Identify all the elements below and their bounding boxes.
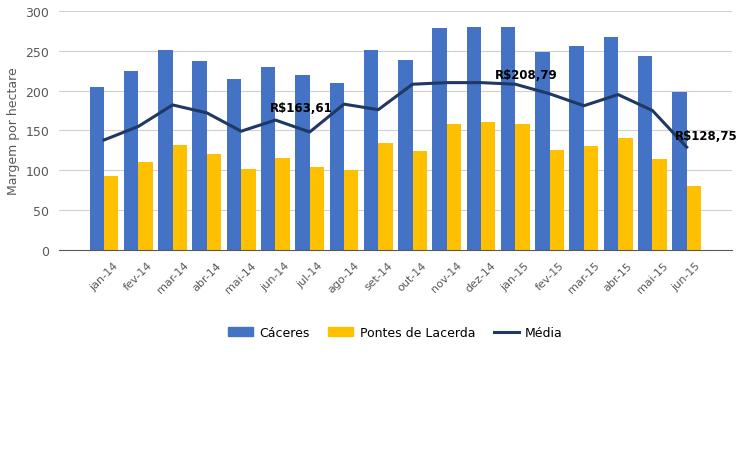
Bar [535,52,550,250]
Bar [241,169,256,250]
Bar [672,93,687,250]
Bar [378,144,393,250]
Bar [227,79,241,250]
Legend: Cáceres, Pontes de Lacerda, Média: Cáceres, Pontes de Lacerda, Média [223,321,568,344]
Bar [364,51,378,250]
Bar [344,171,359,250]
Bar [584,146,599,250]
Bar [481,123,496,250]
Bar [89,88,104,250]
Bar [138,163,153,250]
Bar [501,28,515,250]
Bar [447,125,461,250]
Bar [687,187,701,250]
Bar [467,28,481,250]
Bar [261,68,275,250]
Bar [604,38,618,250]
Bar [398,60,413,250]
Bar [310,168,324,250]
Bar [515,125,529,250]
Bar [173,145,187,250]
Text: R$128,75: R$128,75 [675,130,738,143]
Bar [638,56,653,250]
Text: R$208,79: R$208,79 [495,69,557,82]
Bar [653,160,667,250]
Bar [432,29,447,250]
Bar [296,76,310,250]
Text: R$163,61: R$163,61 [270,101,333,114]
Y-axis label: Margem por hectare: Margem por hectare [7,67,20,195]
Bar [207,155,221,250]
Bar [193,62,207,250]
Bar [158,51,173,250]
Bar [618,138,632,250]
Bar [413,152,427,250]
Bar [104,176,119,250]
Bar [124,72,138,250]
Bar [569,47,584,250]
Bar [550,150,564,250]
Bar [329,83,344,250]
Bar [275,159,290,250]
